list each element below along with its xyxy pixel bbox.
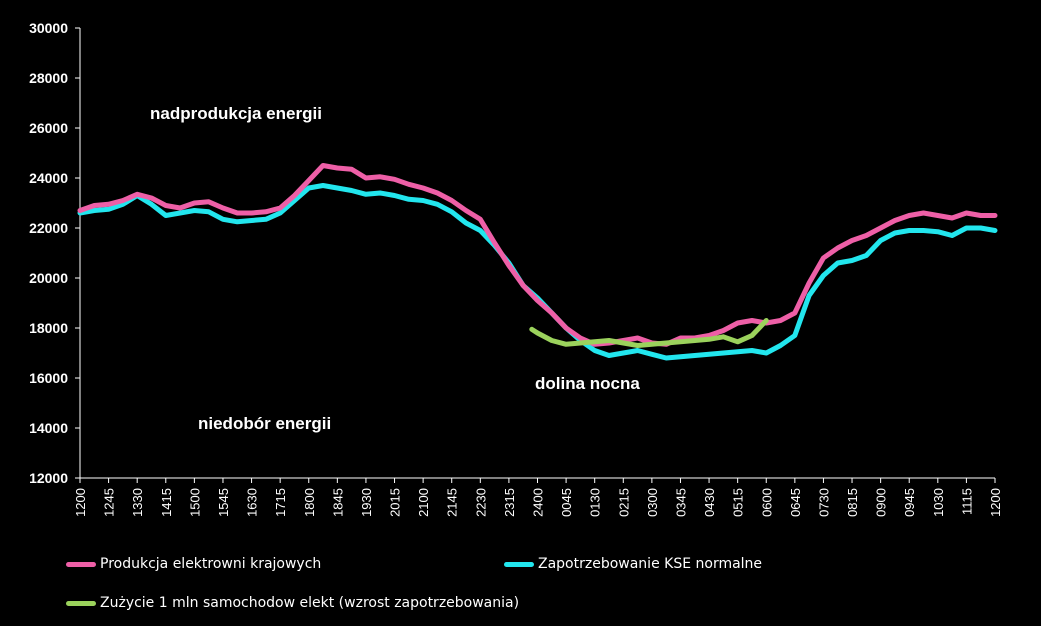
- annotation-deficit: niedobór energii: [198, 414, 332, 433]
- y-tick-label: 30000: [29, 20, 68, 36]
- x-tick-label: 0900: [874, 488, 889, 517]
- y-axis: 12000 14000 16000 18000 20000 22000 24000 26000…: [29, 20, 81, 486]
- x-tick-label: 0130: [588, 488, 603, 517]
- legend-label-production: Produkcja elektrowni krajowych: [100, 556, 322, 572]
- x-tick-label: 2145: [445, 488, 460, 517]
- x-tick-label: 0215: [616, 488, 631, 517]
- x-tick-label: 2100: [416, 488, 431, 517]
- x-tick-label: 0645: [788, 488, 803, 517]
- x-tick-label: 0600: [759, 488, 774, 517]
- x-tick-label: 0300: [645, 488, 660, 517]
- series-line-2: [529, 318, 769, 348]
- x-tick-label: 2230: [473, 488, 488, 517]
- x-tick-label: 0815: [845, 488, 860, 517]
- x-tick-label: 1330: [130, 488, 145, 517]
- legend-item-ev-consumption: Zużycie 1 mln samochodow elekt (wzrost z…: [66, 595, 519, 611]
- x-tick-label: 1845: [330, 488, 345, 517]
- legend-swatch-ev-consumption: [66, 600, 96, 606]
- y-tick-label: 28000: [29, 70, 68, 86]
- series-line-0: [77, 163, 998, 347]
- y-tick-label: 22000: [29, 220, 68, 236]
- legend-swatch-production: [66, 561, 96, 567]
- x-tick-label: 2315: [502, 488, 517, 517]
- x-tick-label: 1800: [302, 488, 317, 517]
- x-tick-label: 1415: [159, 488, 174, 517]
- x-tick-label: 1245: [102, 488, 117, 517]
- annotation-overproduction: nadprodukcja energii: [150, 104, 322, 123]
- x-tick-label: 1500: [187, 488, 202, 517]
- x-tick-label: 1200: [73, 488, 88, 517]
- series-layer: [77, 163, 998, 361]
- legend-item-demand: Zapotrzebowanie KSE normalne: [504, 556, 762, 572]
- x-tick-label: 1930: [359, 488, 374, 517]
- x-tick-label: 1030: [931, 488, 946, 517]
- x-tick-label: 1715: [273, 488, 288, 517]
- y-tick-label: 12000: [29, 470, 68, 486]
- y-tick-label: 18000: [29, 320, 68, 336]
- x-tick-label: 0515: [731, 488, 746, 517]
- x-tick-label: 2015: [388, 488, 403, 517]
- legend-label-ev-consumption: Zużycie 1 mln samochodow elekt (wzrost z…: [100, 595, 520, 611]
- annotation-night-valley: dolina nocna: [535, 374, 640, 393]
- x-tick-label: 1545: [216, 488, 231, 517]
- x-tick-label: 2400: [531, 488, 546, 517]
- y-tick-label: 20000: [29, 270, 68, 286]
- y-tick-label: 16000: [29, 370, 68, 386]
- y-tick-label: 14000: [29, 420, 68, 436]
- x-tick-label: 1630: [245, 488, 260, 517]
- legend-label-demand: Zapotrzebowanie KSE normalne: [538, 556, 763, 572]
- y-tick-label: 24000: [29, 170, 68, 186]
- x-tick-label: 0430: [702, 488, 717, 517]
- x-axis: 1200 1245 1330 1415 1500 1545 1630 1715 1800 1845…: [73, 477, 1003, 517]
- legend-item-production: Produkcja elektrowni krajowych: [66, 556, 321, 572]
- x-tick-label: 0045: [559, 488, 574, 517]
- x-tick-label: 0345: [673, 488, 688, 517]
- y-tick-label: 26000: [29, 120, 68, 136]
- x-tick-label: 1115: [959, 488, 974, 515]
- x-tick-label: 1200: [988, 488, 1003, 517]
- x-tick-label: 0945: [902, 488, 917, 517]
- x-tick-label: 0730: [816, 488, 831, 517]
- legend-swatch-demand: [504, 561, 534, 567]
